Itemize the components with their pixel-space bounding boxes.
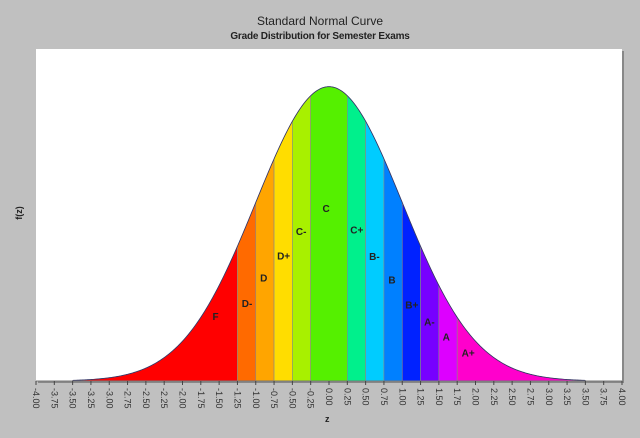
x-tick-label: -1.50 (214, 388, 224, 409)
x-tick-label: 3.00 (544, 388, 554, 406)
x-tick-label: 1.25 (416, 388, 426, 406)
x-tick-label: 0.50 (361, 388, 371, 406)
x-tick-label: 3.75 (599, 388, 609, 406)
grade-label: D (260, 273, 267, 284)
x-tick-label: -3.00 (104, 388, 114, 409)
x-tick-label: -2.00 (178, 388, 188, 409)
x-tick-label: 2.75 (525, 388, 535, 406)
chart-subtitle: Grade Distribution for Semester Exams (230, 31, 410, 42)
x-tick-label: 2.50 (507, 388, 517, 406)
x-tick-label: -0.25 (306, 388, 316, 409)
x-tick-label: 1.50 (434, 388, 444, 406)
x-tick-label: 1.75 (452, 388, 462, 406)
grade-label: B+ (405, 301, 418, 312)
grade-label: B- (369, 252, 380, 263)
x-tick-label: -3.50 (68, 388, 78, 409)
x-tick-label: -3.75 (49, 388, 59, 409)
x-tick-label: -1.75 (196, 388, 206, 409)
x-tick-label: 0.00 (324, 388, 334, 406)
band-c-plus (347, 94, 366, 382)
grade-label: C (322, 204, 329, 215)
x-tick-label: 0.25 (342, 388, 352, 406)
x-tick-label: 4.00 (617, 388, 627, 406)
x-tick-label: 0.75 (379, 388, 389, 406)
grade-labels: F D- D D+ C- C C+ B- B B+ A- A A+ (212, 204, 474, 360)
grade-label: A+ (462, 349, 475, 360)
x-tick-label: -4.00 (31, 388, 41, 409)
grade-label: C- (296, 227, 307, 238)
x-tick-label: 1.00 (397, 388, 407, 406)
x-tick-label: -2.25 (159, 388, 169, 409)
x-tick-label: -2.75 (123, 388, 133, 409)
grade-label: F (212, 312, 218, 323)
x-tick-label: 3.50 (580, 388, 590, 406)
curve-outline (72, 86, 586, 381)
x-tick-label: 2.25 (489, 388, 499, 406)
grade-label: D+ (277, 251, 290, 262)
band-c (310, 86, 348, 382)
x-tick-label: 3.25 (562, 388, 572, 406)
x-tick-label: -3.25 (86, 388, 96, 409)
x-axis-ticks: -4.00 -3.75 -3.50 -3.25 -3.00 -2.75 -2.50 -2.25… (31, 381, 627, 409)
x-axis-label: z (325, 414, 330, 424)
grade-label: B (388, 276, 395, 287)
x-tick-label: -1.25 (232, 388, 242, 409)
grade-label: D- (242, 299, 253, 310)
x-tick-label: -0.50 (287, 388, 297, 409)
grade-label: A- (424, 318, 435, 329)
band-c-minus (292, 94, 311, 382)
grade-label: A (443, 332, 450, 343)
x-tick-label: -0.75 (269, 388, 279, 409)
x-tick-label: 2.00 (471, 388, 481, 406)
chart-title: Standard Normal Curve (256, 14, 384, 28)
grade-label: C+ (350, 225, 363, 236)
x-tick-label: -1.00 (251, 388, 261, 409)
grade-bands (72, 86, 586, 382)
x-tick-label: -2.50 (141, 388, 151, 409)
